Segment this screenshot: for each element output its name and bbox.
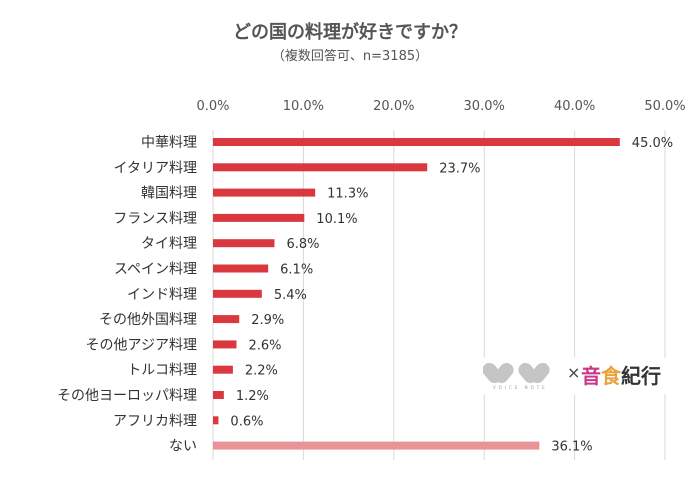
bar bbox=[213, 340, 237, 349]
data-label: 2.6% bbox=[249, 338, 282, 353]
data-label: 2.2% bbox=[245, 364, 278, 379]
logo-times: × bbox=[567, 363, 581, 382]
data-label: 6.1% bbox=[280, 263, 313, 278]
bar bbox=[213, 188, 316, 197]
category-label: スペイン料理 bbox=[114, 262, 197, 278]
bar bbox=[213, 365, 233, 374]
x-tick-label: 20.0% bbox=[373, 99, 414, 114]
category-label: アフリカ料理 bbox=[113, 413, 197, 429]
data-label: 10.1% bbox=[316, 212, 357, 227]
chart-subtitle: （複数回答可、n=3185） bbox=[271, 49, 429, 64]
data-label: 6.8% bbox=[286, 237, 319, 252]
logo-brand-char: 紀行 bbox=[621, 364, 661, 388]
data-label: 5.4% bbox=[274, 288, 307, 303]
category-label: フランス料理 bbox=[113, 211, 197, 227]
logo-brand-char: 食 bbox=[601, 364, 621, 388]
x-tick-label: 50.0% bbox=[644, 99, 685, 114]
bar bbox=[213, 264, 269, 273]
bar bbox=[213, 163, 428, 172]
logo-voice-note-text: VOICE NOTE bbox=[493, 385, 548, 390]
voice-note-logo-icon bbox=[483, 362, 550, 384]
data-label: 45.0% bbox=[632, 136, 673, 151]
bar bbox=[213, 289, 262, 298]
category-label: その他外国料理 bbox=[99, 312, 197, 328]
category-label: インド料理 bbox=[127, 287, 197, 303]
x-tick-label: 10.0% bbox=[283, 99, 324, 114]
bar bbox=[213, 239, 275, 248]
chart-title: どの国の料理が好きですか？ bbox=[233, 22, 467, 43]
data-label: 36.1% bbox=[551, 440, 592, 455]
logo-brand: 音食紀行 bbox=[581, 360, 661, 389]
bar bbox=[213, 138, 620, 146]
bar bbox=[213, 416, 219, 425]
category-label: ない bbox=[169, 439, 197, 455]
category-label: 中華料理 bbox=[141, 135, 197, 151]
category-label: トルコ料理 bbox=[127, 363, 197, 379]
bar bbox=[213, 441, 540, 450]
logo: VOICE NOTE × 音食紀行 bbox=[483, 358, 683, 394]
logo-brand-char: 音 bbox=[581, 364, 601, 388]
bar bbox=[213, 391, 224, 399]
category-label: その他ヨーロッパ料理 bbox=[57, 388, 197, 404]
bar bbox=[213, 315, 240, 324]
data-label: 1.2% bbox=[236, 389, 269, 404]
x-tick-label: 0.0% bbox=[196, 99, 229, 114]
category-label: その他アジア料理 bbox=[86, 337, 197, 353]
data-label: 2.9% bbox=[251, 313, 284, 328]
category-label: タイ料理 bbox=[141, 236, 197, 252]
x-tick-label: 40.0% bbox=[554, 99, 595, 114]
category-label: 韓国料理 bbox=[141, 186, 197, 202]
data-label: 11.3% bbox=[327, 187, 368, 202]
data-label: 0.6% bbox=[230, 414, 263, 429]
data-label: 23.7% bbox=[439, 161, 480, 176]
x-tick-label: 30.0% bbox=[464, 99, 505, 114]
bar bbox=[213, 213, 305, 222]
category-label: イタリア料理 bbox=[114, 160, 197, 176]
